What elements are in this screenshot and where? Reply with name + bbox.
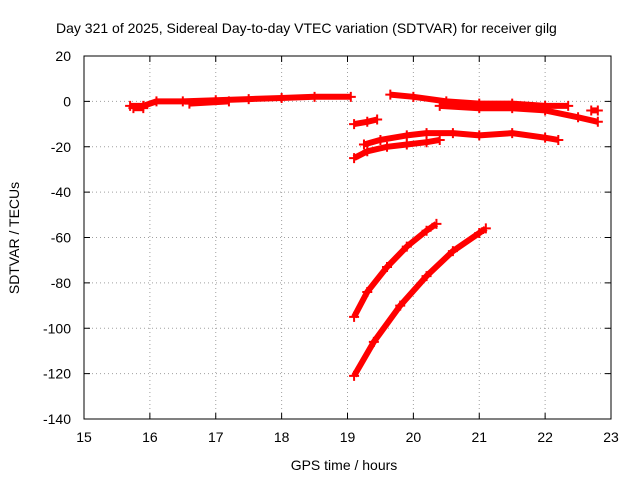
series-1-point: [345, 91, 356, 102]
series-8-point: [401, 130, 412, 141]
x-tick-label: 20: [406, 429, 422, 445]
series-1-point: [151, 96, 162, 107]
series-7-point: [349, 119, 360, 130]
series-8-point: [375, 134, 386, 145]
x-tick-label: 17: [208, 429, 224, 445]
y-tick-label: -120: [43, 366, 71, 382]
series-3-trace: [189, 98, 230, 107]
y-tick-label: 20: [55, 48, 71, 64]
data-series-layer: [125, 89, 603, 381]
x-tick-label: 22: [537, 429, 553, 445]
series-9-point: [434, 134, 445, 145]
y-tick-label: -20: [51, 139, 71, 155]
y-tick-label: -140: [43, 411, 71, 427]
series-9-point: [349, 153, 360, 164]
series-5-point: [573, 112, 584, 123]
series-8-point: [447, 128, 458, 139]
x-tick-label: 18: [274, 429, 290, 445]
series-8-point: [421, 128, 432, 139]
x-axis-ticks: 15 16 17 18 19 20 21 22 23: [76, 56, 619, 445]
series-8-trace: [363, 130, 559, 148]
series-11-point: [368, 336, 379, 347]
x-tick-label: 21: [471, 429, 487, 445]
x-axis-label: GPS time / hours: [291, 457, 398, 473]
series-10-point: [401, 241, 412, 252]
series-1-point: [243, 94, 254, 105]
y-tick-label: -60: [51, 230, 71, 246]
series-8-point: [540, 132, 551, 143]
series-3-point: [184, 98, 195, 109]
series-9-point: [401, 139, 412, 150]
series-11-point: [447, 246, 458, 257]
series-7-point: [372, 114, 383, 125]
series-5-point: [540, 105, 551, 116]
series-11-trace: [351, 225, 488, 378]
series-9-point: [421, 137, 432, 148]
y-axis-ticks: 20 0 -20 -40 -60 -80 -100 -120 -140: [43, 48, 611, 427]
series-5-point: [592, 116, 603, 127]
y-tick-label: 0: [63, 93, 71, 109]
series-10-point: [382, 261, 393, 272]
y-tick-label: -100: [43, 320, 71, 336]
series-8-point: [507, 128, 518, 139]
series-1-point: [177, 96, 188, 107]
series-8-point: [358, 139, 369, 150]
series-5-trace: [439, 102, 599, 125]
series-5-point: [507, 103, 518, 114]
series-5-point: [474, 103, 485, 114]
series-11-point: [474, 227, 485, 238]
series-1-trace: [130, 93, 351, 109]
series-10-point: [431, 218, 442, 229]
chart-title: Day 321 of 2025, Sidereal Day-to-day VTE…: [56, 20, 557, 36]
x-tick-label: 19: [340, 429, 356, 445]
series-11-point: [421, 271, 432, 282]
series-9-point: [362, 146, 373, 157]
series-11-point: [349, 370, 360, 381]
series-5-point: [434, 100, 445, 111]
series-8-point: [474, 130, 485, 141]
x-tick-label: 15: [76, 429, 92, 445]
series-2-point: [128, 103, 139, 114]
series-10-point: [421, 225, 432, 236]
series-4-point: [408, 91, 419, 102]
x-tick-label: 16: [142, 429, 158, 445]
series-3-point: [223, 96, 234, 107]
y-tick-label: -80: [51, 275, 71, 291]
series-4-point: [385, 89, 396, 100]
series-2-point: [138, 103, 149, 114]
series-1-point: [309, 91, 320, 102]
series-7-point: [362, 116, 373, 127]
series-4-point: [563, 100, 574, 111]
series-10-point: [349, 311, 360, 322]
grid-lines: [84, 56, 611, 419]
series-9-point: [382, 141, 393, 152]
series-11-point: [480, 223, 491, 234]
series-1-point: [276, 92, 287, 103]
series-6-point: [592, 105, 603, 116]
y-axis-label: SDTVAR / TECUs: [6, 182, 22, 294]
y-tick-label: -40: [51, 184, 71, 200]
x-tick-label: 23: [603, 429, 619, 445]
series-8-point: [553, 134, 564, 145]
series-11-point: [395, 300, 406, 311]
series-10-point: [362, 286, 373, 297]
series-10-trace: [351, 221, 439, 319]
